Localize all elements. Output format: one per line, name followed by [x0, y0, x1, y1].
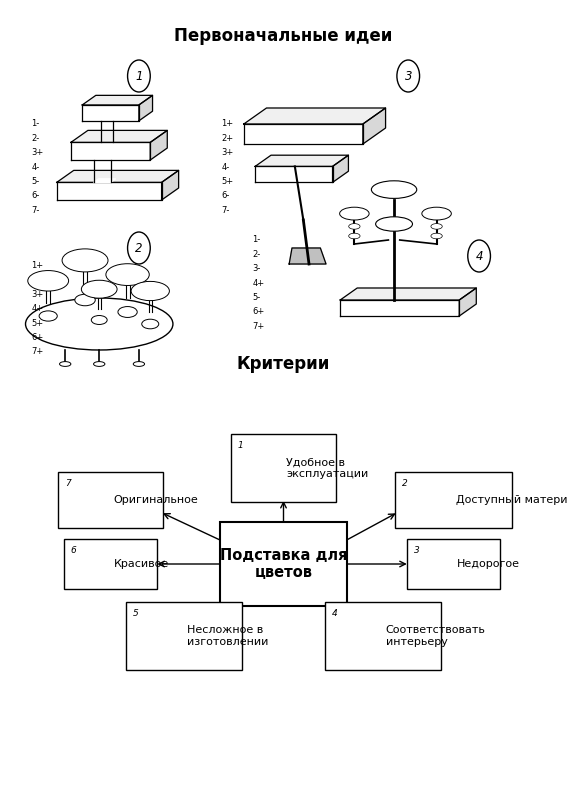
Polygon shape: [94, 179, 116, 182]
FancyBboxPatch shape: [126, 602, 242, 670]
Text: 2-: 2-: [31, 134, 40, 143]
Ellipse shape: [60, 362, 71, 366]
Text: 6+: 6+: [31, 333, 44, 342]
Text: 3: 3: [414, 546, 420, 555]
Polygon shape: [459, 288, 476, 316]
Text: 4-: 4-: [221, 162, 230, 172]
Text: Доступный материал: Доступный материал: [456, 495, 567, 505]
Text: 2: 2: [135, 242, 143, 254]
Text: 6: 6: [71, 546, 77, 555]
Text: 3+: 3+: [31, 148, 44, 158]
Text: 1: 1: [238, 442, 244, 450]
Polygon shape: [363, 108, 386, 144]
Ellipse shape: [75, 294, 95, 306]
Polygon shape: [244, 124, 363, 144]
Text: 7: 7: [65, 479, 71, 488]
Ellipse shape: [431, 234, 442, 238]
Ellipse shape: [94, 362, 105, 366]
Text: 6+: 6+: [252, 307, 265, 317]
Ellipse shape: [349, 223, 360, 229]
Polygon shape: [340, 288, 476, 300]
Text: 7+: 7+: [252, 322, 265, 331]
Text: 5-: 5-: [31, 177, 40, 186]
Ellipse shape: [371, 181, 417, 198]
Text: 1: 1: [135, 70, 143, 82]
Polygon shape: [244, 108, 386, 124]
FancyBboxPatch shape: [396, 472, 511, 528]
Text: Первоначальные идеи: Первоначальные идеи: [174, 27, 393, 45]
Ellipse shape: [131, 282, 170, 301]
Text: 3+: 3+: [221, 148, 234, 158]
Text: 1-: 1-: [31, 119, 40, 129]
Text: 4+: 4+: [31, 304, 43, 314]
Text: 2+: 2+: [31, 275, 43, 285]
Text: 7+: 7+: [31, 347, 44, 357]
Ellipse shape: [340, 207, 369, 220]
FancyBboxPatch shape: [58, 472, 163, 528]
Text: Несложное в
изготовлении: Несложное в изготовлении: [187, 626, 269, 646]
Polygon shape: [57, 182, 162, 200]
Polygon shape: [162, 170, 179, 200]
Polygon shape: [255, 166, 332, 182]
Text: 3+: 3+: [31, 290, 44, 299]
Text: 4: 4: [475, 250, 483, 262]
Ellipse shape: [422, 207, 451, 220]
Text: 7-: 7-: [31, 206, 40, 215]
Ellipse shape: [28, 270, 69, 291]
Polygon shape: [150, 130, 167, 160]
Text: 2-: 2-: [252, 250, 261, 259]
Ellipse shape: [62, 249, 108, 272]
Text: 2: 2: [402, 479, 408, 488]
Text: Удобное в
эксплуатации: Удобное в эксплуатации: [286, 457, 369, 478]
Text: Критерии: Критерии: [237, 355, 330, 373]
Text: 5+: 5+: [221, 177, 233, 186]
Polygon shape: [71, 142, 150, 160]
Polygon shape: [255, 155, 348, 166]
Text: 5+: 5+: [31, 318, 43, 328]
Ellipse shape: [349, 234, 360, 238]
Ellipse shape: [142, 319, 159, 329]
Text: Оригинальное: Оригинальное: [113, 495, 198, 505]
Text: 4: 4: [331, 610, 337, 618]
Text: 6-: 6-: [31, 191, 40, 201]
Text: 2+: 2+: [221, 134, 233, 143]
Text: Соответствовать
интерьеру: Соответствовать интерьеру: [386, 626, 485, 646]
Text: 4+: 4+: [252, 278, 264, 288]
FancyBboxPatch shape: [324, 602, 441, 670]
Ellipse shape: [82, 280, 117, 298]
Text: 5: 5: [133, 610, 139, 618]
Polygon shape: [82, 95, 153, 105]
Ellipse shape: [431, 223, 442, 229]
Ellipse shape: [26, 298, 173, 350]
Polygon shape: [82, 105, 139, 121]
Text: 3: 3: [404, 70, 412, 82]
Ellipse shape: [133, 362, 145, 366]
Text: 1+: 1+: [221, 119, 233, 129]
Polygon shape: [332, 155, 348, 182]
Polygon shape: [289, 248, 326, 264]
Ellipse shape: [106, 264, 149, 286]
FancyBboxPatch shape: [220, 522, 347, 606]
Polygon shape: [340, 300, 459, 316]
Text: Красивое: Красивое: [113, 559, 168, 569]
Text: 7-: 7-: [221, 206, 230, 215]
Ellipse shape: [118, 306, 137, 318]
Text: 1+: 1+: [31, 261, 43, 270]
Text: 5-: 5-: [252, 293, 261, 302]
Text: Подставка для
цветов: Подставка для цветов: [220, 548, 347, 580]
FancyBboxPatch shape: [407, 539, 501, 589]
Polygon shape: [139, 95, 153, 121]
Text: 1-: 1-: [252, 235, 261, 245]
Text: 6-: 6-: [221, 191, 230, 201]
Ellipse shape: [375, 217, 412, 231]
FancyBboxPatch shape: [231, 434, 336, 502]
Ellipse shape: [91, 315, 107, 325]
FancyBboxPatch shape: [64, 539, 157, 589]
Ellipse shape: [39, 311, 57, 321]
Text: 4-: 4-: [31, 162, 40, 172]
Polygon shape: [57, 170, 179, 182]
Text: 3-: 3-: [252, 264, 261, 274]
Polygon shape: [71, 130, 167, 142]
Text: Недорогое: Недорогое: [456, 559, 519, 569]
